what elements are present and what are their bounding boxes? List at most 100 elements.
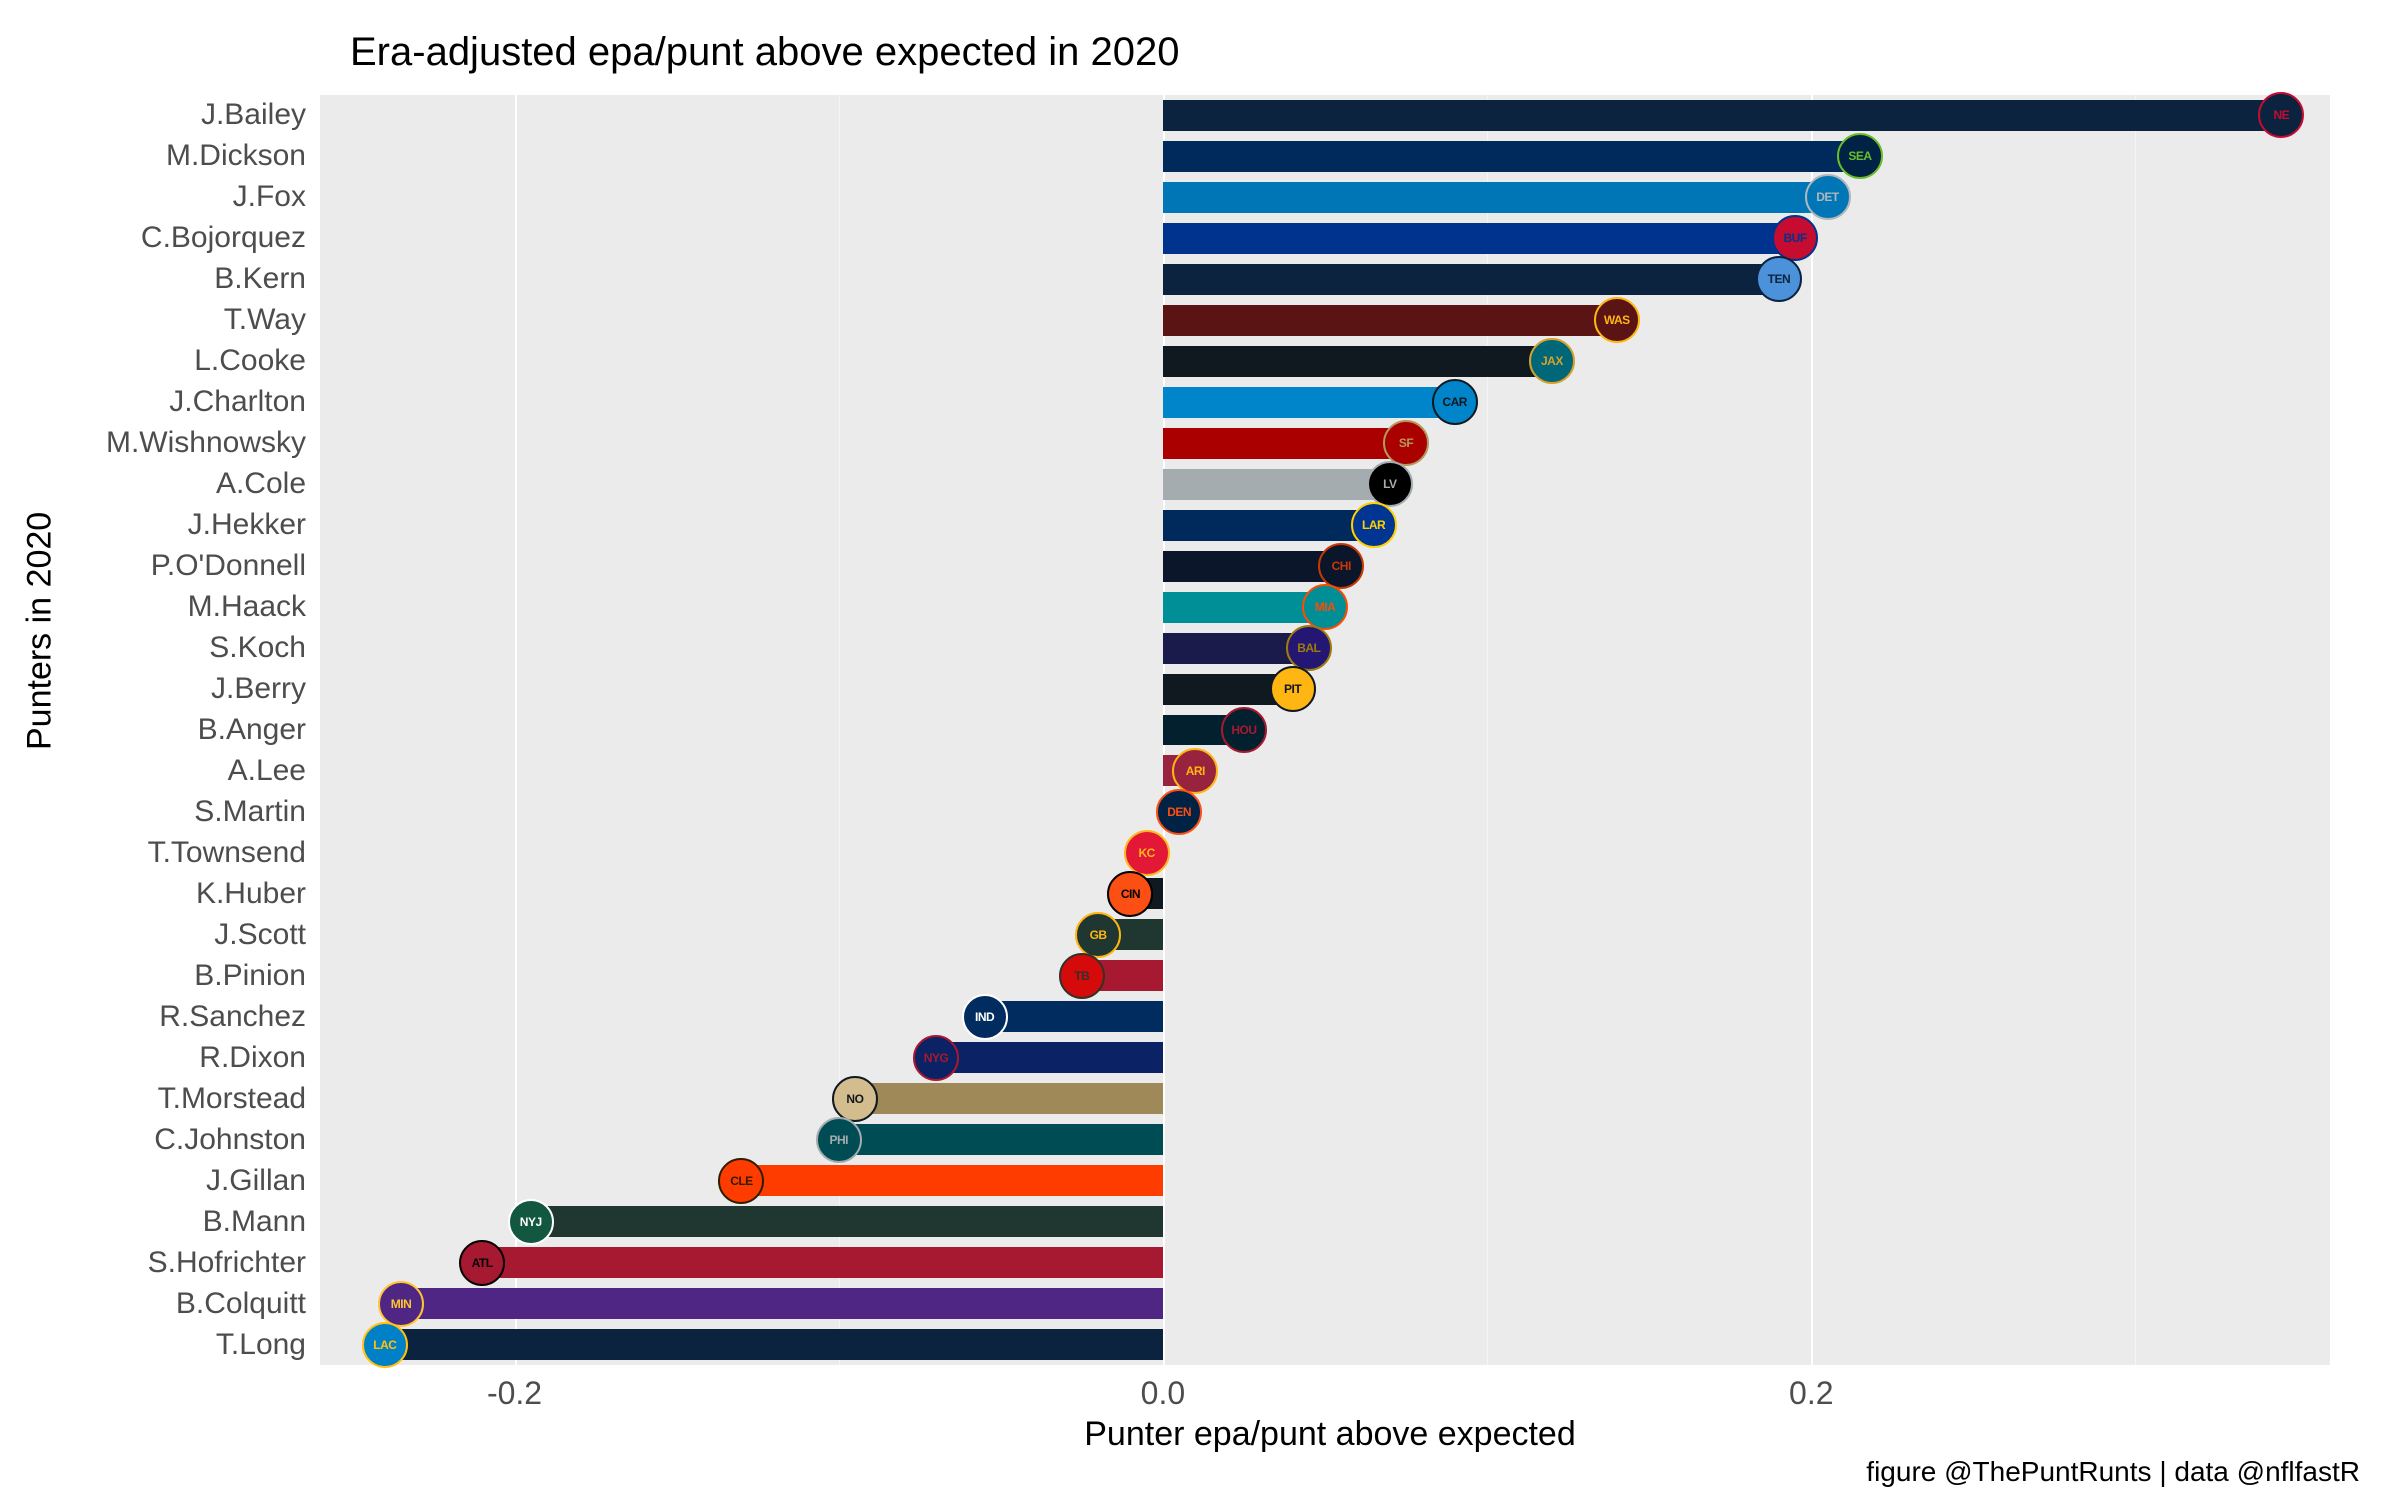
bar-row: R.SanchezIND <box>320 996 2330 1037</box>
y-tick-label: A.Cole <box>216 467 320 501</box>
team-logo-icon: KC <box>1124 830 1170 876</box>
data-bar <box>531 1206 1163 1237</box>
y-tick-label: T.Morstead <box>158 1082 320 1116</box>
plot-panel: J.BaileyNEM.DicksonSEAJ.FoxDETC.Bojorque… <box>320 95 2330 1365</box>
y-tick-label: B.Pinion <box>194 959 320 993</box>
team-logo-icon: SF <box>1383 420 1429 466</box>
bar-row: J.BaileyNE <box>320 95 2330 136</box>
team-logo-icon: LAC <box>362 1322 408 1368</box>
bar-row: K.HuberCIN <box>320 873 2330 914</box>
team-logo-icon: MIN <box>378 1281 424 1327</box>
data-bar <box>1163 592 1325 623</box>
data-bar <box>1163 223 1795 254</box>
data-bar <box>1163 346 1552 377</box>
data-bar <box>839 1124 1163 1155</box>
bar-row: R.DixonNYG <box>320 1037 2330 1078</box>
team-logo-icon: PIT <box>1270 666 1316 712</box>
bar-row: J.BerryPIT <box>320 669 2330 710</box>
data-bar <box>1163 100 2281 131</box>
chart-caption: figure @ThePuntRunts | data @nflfastR <box>1866 1456 2360 1488</box>
data-bar <box>1163 469 1390 500</box>
y-tick-label: J.Fox <box>233 180 320 214</box>
bar-row: J.CharltonCAR <box>320 382 2330 423</box>
team-logo-icon: ATL <box>459 1240 505 1286</box>
team-logo-icon: LAR <box>1351 502 1397 548</box>
data-bar <box>741 1165 1162 1196</box>
data-bar <box>1163 510 1374 541</box>
y-tick-label: B.Colquitt <box>176 1287 320 1321</box>
bar-row: J.ScottGB <box>320 914 2330 955</box>
bar-row: T.WayWAS <box>320 300 2330 341</box>
y-tick-label: C.Johnston <box>154 1123 320 1157</box>
data-bar <box>482 1247 1163 1278</box>
bar-row: J.GillanCLE <box>320 1160 2330 1201</box>
y-tick-label: P.O'Donnell <box>151 549 320 583</box>
team-logo-icon: DEN <box>1156 789 1202 835</box>
data-bar <box>1163 387 1455 418</box>
data-bar <box>1163 141 1860 172</box>
bar-row: S.HofrichterATL <box>320 1242 2330 1283</box>
team-logo-icon: PHI <box>816 1117 862 1163</box>
team-logo-icon: HOU <box>1221 707 1267 753</box>
y-tick-label: R.Dixon <box>199 1041 320 1075</box>
chart-title: Era-adjusted epa/punt above expected in … <box>350 30 1180 75</box>
bar-row: B.ColquittMIN <box>320 1283 2330 1324</box>
data-bar <box>855 1083 1163 1114</box>
team-logo-icon: CAR <box>1432 379 1478 425</box>
y-tick-label: B.Anger <box>198 713 320 747</box>
bar-row: M.WishnowskySF <box>320 423 2330 464</box>
bar-row: S.MartinDEN <box>320 791 2330 832</box>
team-logo-icon: LV <box>1367 461 1413 507</box>
bar-row: A.LeeARI <box>320 750 2330 791</box>
y-tick-label: J.Charlton <box>169 385 320 419</box>
y-tick-label: K.Huber <box>196 877 320 911</box>
y-tick-label: J.Hekker <box>188 508 320 542</box>
x-tick-label: -0.2 <box>487 1375 542 1412</box>
team-logo-icon: WAS <box>1594 297 1640 343</box>
team-logo-icon: CHI <box>1318 543 1364 589</box>
bar-row: B.PinionTB <box>320 955 2330 996</box>
team-logo-icon: DET <box>1805 174 1851 220</box>
data-bar <box>985 1001 1163 1032</box>
y-tick-label: J.Gillan <box>206 1164 320 1198</box>
bar-row: P.O'DonnellCHI <box>320 546 2330 587</box>
y-tick-label: M.Haack <box>188 590 320 624</box>
team-logo-icon: NYG <box>913 1035 959 1081</box>
bar-row: T.LongLAC <box>320 1324 2330 1365</box>
bar-row: B.KernTEN <box>320 259 2330 300</box>
y-tick-label: S.Martin <box>194 795 320 829</box>
team-logo-icon: JAX <box>1529 338 1575 384</box>
y-tick-label: T.Way <box>224 303 320 337</box>
bar-row: T.TownsendKC <box>320 832 2330 873</box>
y-tick-label: T.Long <box>216 1328 320 1362</box>
x-axis-title: Punter epa/punt above expected <box>1084 1415 1576 1454</box>
team-logo-icon: MIA <box>1302 584 1348 630</box>
y-tick-label: J.Bailey <box>201 98 320 132</box>
data-bar <box>1163 551 1341 582</box>
bars-layer: J.BaileyNEM.DicksonSEAJ.FoxDETC.Bojorque… <box>320 95 2330 1365</box>
bar-row: J.HekkerLAR <box>320 505 2330 546</box>
team-logo-icon: NO <box>832 1076 878 1122</box>
data-bar <box>1163 428 1406 459</box>
chart-container: Era-adjusted epa/punt above expected in … <box>0 0 2400 1500</box>
bar-row: J.FoxDET <box>320 177 2330 218</box>
x-tick-label: 0.0 <box>1141 1375 1185 1412</box>
data-bar <box>1163 305 1617 336</box>
bar-row: B.MannNYJ <box>320 1201 2330 1242</box>
y-tick-label: M.Wishnowsky <box>106 426 320 460</box>
y-axis-title: Punters in 2020 <box>21 512 60 750</box>
x-tick-label: 0.2 <box>1789 1375 1833 1412</box>
y-tick-label: J.Berry <box>211 672 320 706</box>
y-tick-label: S.Hofrichter <box>148 1246 320 1280</box>
team-logo-icon: BAL <box>1286 625 1332 671</box>
team-logo-icon: CLE <box>718 1158 764 1204</box>
team-logo-icon: TB <box>1059 953 1105 999</box>
bar-row: T.MorsteadNO <box>320 1078 2330 1119</box>
bar-row: B.AngerHOU <box>320 710 2330 751</box>
data-bar <box>1163 264 1779 295</box>
team-logo-icon: BUF <box>1772 215 1818 261</box>
team-logo-icon: SEA <box>1837 133 1883 179</box>
team-logo-icon: CIN <box>1107 871 1153 917</box>
y-tick-label: B.Kern <box>214 262 320 296</box>
y-tick-label: S.Koch <box>209 631 320 665</box>
